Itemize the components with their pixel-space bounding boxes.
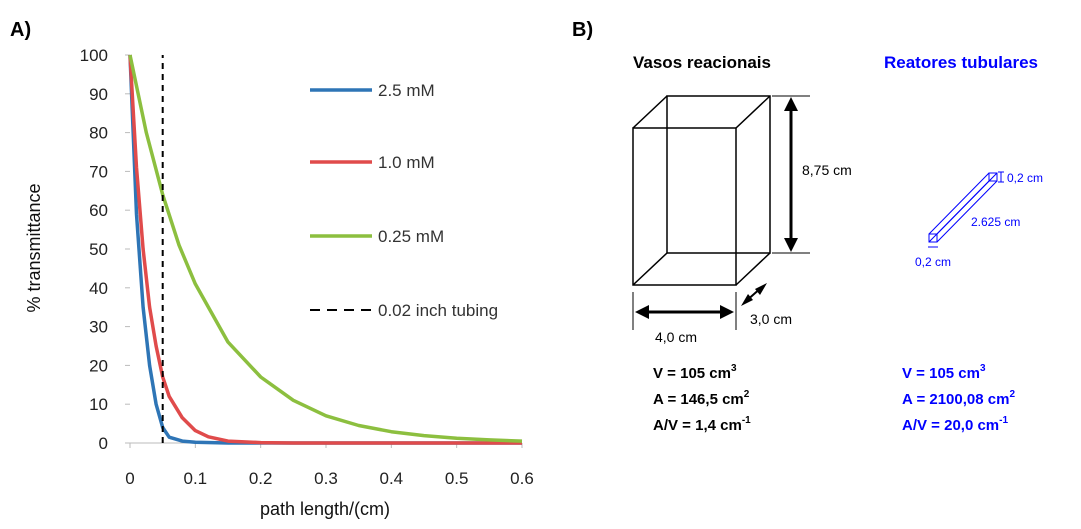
x-tick-label: 0 — [125, 469, 134, 488]
vessel-cuboid — [632, 95, 771, 286]
y-tick-label: 50 — [89, 240, 108, 259]
x-tick-label: 0.5 — [445, 469, 469, 488]
vessel-height-label: 8,75 cm — [802, 162, 852, 178]
x-tick-label: 0.1 — [184, 469, 208, 488]
diagram-panel-b: B) Vasos reacionais 8,75 cm — [560, 0, 1081, 524]
y-tick-label: 10 — [89, 395, 108, 414]
y-tick-label: 80 — [89, 124, 108, 143]
legend-label-2: 0.25 mM — [378, 227, 444, 246]
x-tick-label: 0.3 — [314, 469, 338, 488]
y-tick-label: 70 — [89, 162, 108, 181]
vessel-volume-formula: V = 105 cm3 — [653, 363, 737, 382]
depth-dimension — [741, 283, 767, 306]
y-axis-ticks: 0 10 20 30 40 50 60 70 80 90 100 — [80, 46, 130, 453]
vessel-av-formula: A/V = 1,4 cm-1 — [653, 415, 751, 434]
y-tick-label: 20 — [89, 356, 108, 375]
y-tick-label: 30 — [89, 318, 108, 337]
series-line-0 — [128, 54, 522, 445]
series-line-1 — [128, 54, 522, 445]
y-tick-label: 90 — [89, 85, 108, 104]
reactor-side-bottom-label: 0,2 cm — [915, 255, 951, 269]
x-tick-label: 0.6 — [510, 469, 534, 488]
vessel-width-label: 4,0 cm — [655, 329, 697, 345]
vessel-depth-label: 3,0 cm — [750, 311, 792, 327]
y-tick-label: 40 — [89, 279, 108, 298]
reactor-length-label: 2.625 cm — [971, 215, 1020, 229]
legend-label-3: 0.02 inch tubing — [378, 301, 498, 320]
series-line-2 — [128, 54, 523, 443]
y-tick-label: 0 — [99, 434, 108, 453]
vessel-area-formula: A = 146,5 cm2 — [653, 389, 750, 408]
panel-a-label: A) — [10, 19, 31, 41]
reactor-area-formula: A = 2100,08 cm2 — [902, 389, 1015, 408]
x-axis-label: path length/(cm) — [260, 499, 390, 519]
height-dimension — [772, 95, 810, 254]
panel-b-label: B) — [572, 19, 593, 41]
vessel-title: Vasos reacionais — [633, 53, 771, 72]
reactor-volume-formula: V = 105 cm3 — [902, 363, 986, 382]
reactor-av-formula: A/V = 20,0 cm-1 — [902, 415, 1008, 434]
y-tick-label: 100 — [80, 46, 108, 65]
legend-label-1: 1.0 mM — [378, 153, 435, 172]
y-tick-label: 60 — [89, 201, 108, 220]
x-axis-ticks: 0 0.1 0.2 0.3 0.4 0.5 0.6 — [125, 443, 534, 488]
legend: 2.5 mM 1.0 mM 0.25 mM 0.02 inch tubing — [310, 81, 498, 320]
chart-panel-a: A) 0 10 20 30 40 50 60 70 80 90 100 0 0.1 0.2 0.3 0.4 0… — [10, 19, 534, 519]
width-dimension — [632, 292, 737, 330]
y-axis-label: % transmittance — [24, 183, 44, 312]
reactor-side-top-label: 0,2 cm — [1007, 171, 1043, 185]
legend-label-0: 2.5 mM — [378, 81, 435, 100]
x-tick-label: 0.2 — [249, 469, 273, 488]
tubular-reactor — [928, 171, 1004, 248]
reactor-title: Reatores tubulares — [884, 53, 1038, 72]
series-lines — [128, 54, 523, 445]
reactor-diagram: B) Vasos reacionais 8,75 cm — [572, 19, 1043, 434]
x-tick-label: 0.4 — [380, 469, 404, 488]
